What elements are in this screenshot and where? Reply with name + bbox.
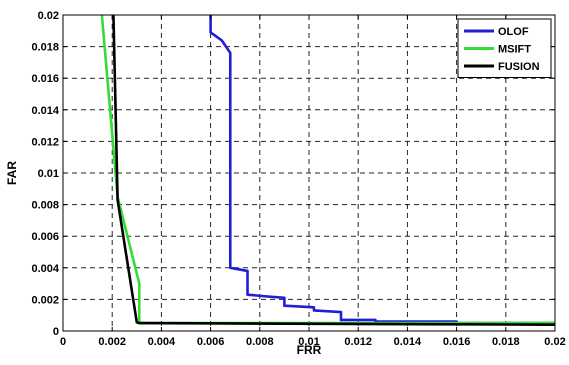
y-axis-ticks: 0 0.002 0.004 0.006 0.008 0.01 0.012 0.014 0.016… xyxy=(31,10,555,338)
grid-lines xyxy=(63,15,555,331)
series-line-fusion xyxy=(112,15,555,326)
y-tick-label: 0.01 xyxy=(38,168,59,180)
x-axis-ticks: 0 0.002 0.004 0.006 0.008 0.01 0.012 0.014 0.016… xyxy=(60,15,566,348)
series-lines xyxy=(100,15,555,326)
x-tick-label: 0.012 xyxy=(344,336,372,348)
y-tick-label: 0.012 xyxy=(31,136,59,148)
x-tick-label: 0.01 xyxy=(298,336,319,348)
x-tick-label: 0.02 xyxy=(544,336,565,348)
series-line-olof xyxy=(209,15,555,325)
legend-label-olof: OLOF xyxy=(498,26,529,38)
y-tick-label: 0.002 xyxy=(31,294,59,306)
x-tick-label: 0.016 xyxy=(443,336,471,348)
x-tick-label: 0.006 xyxy=(197,336,225,348)
y-tick-label: 0.004 xyxy=(31,263,59,275)
x-tick-label: 0.004 xyxy=(148,336,176,348)
legend: OLOF MSIFT FUSION xyxy=(457,18,552,78)
x-tick-label: 0 xyxy=(60,336,66,348)
legend-label-msift: MSIFT xyxy=(498,44,531,56)
y-tick-label: 0.006 xyxy=(31,231,59,243)
legend-label-fusion: FUSION xyxy=(498,61,540,73)
x-tick-label: 0.008 xyxy=(246,336,274,348)
y-tick-label: 0 xyxy=(53,326,59,338)
y-tick-label: 0.008 xyxy=(31,200,59,212)
x-tick-label: 0.018 xyxy=(492,336,520,348)
y-tick-label: 0.02 xyxy=(38,10,59,22)
y-axis-label: FAR xyxy=(5,161,19,185)
x-tick-label: 0.014 xyxy=(394,336,422,348)
y-tick-label: 0.016 xyxy=(31,73,59,85)
y-tick-label: 0.014 xyxy=(31,105,59,117)
x-tick-label: 0.002 xyxy=(98,336,126,348)
x-axis-label: FRR xyxy=(297,343,322,357)
y-tick-label: 0.018 xyxy=(31,42,59,54)
